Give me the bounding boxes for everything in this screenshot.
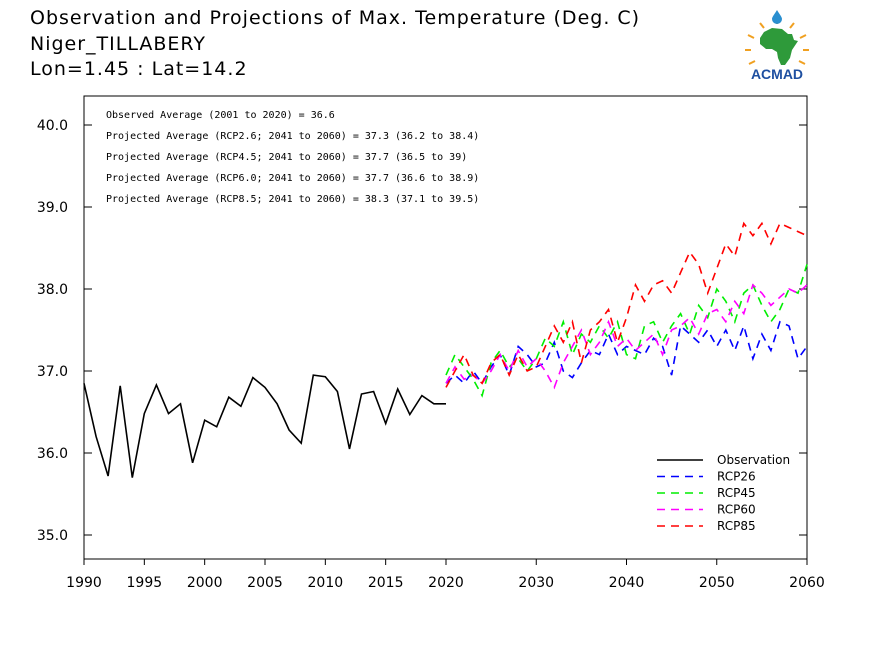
water-drop-icon — [772, 10, 782, 24]
series-line-observation — [83, 374, 446, 478]
annotation-text: Projected Average (RCP2.6; 2041 to 2060)… — [106, 131, 479, 142]
annotation-text: Projected Average (RCP4.5; 2041 to 2060)… — [106, 152, 467, 163]
annotation-text: Projected Average (RCP6.0; 2041 to 2060)… — [106, 173, 479, 184]
x-tick-label: 1995 — [127, 575, 163, 591]
y-tick-label: 36.0 — [37, 446, 68, 462]
x-tick-label: 2020 — [428, 575, 464, 591]
coordinates-label: Lon=1.45 : Lat=14.2 — [30, 58, 248, 80]
x-tick-label: 2015 — [368, 575, 404, 591]
chart-title: Observation and Projections of Max. Temp… — [30, 7, 641, 29]
x-tick-label: 2000 — [187, 575, 223, 591]
series-line-rcp26 — [445, 320, 808, 385]
logo-text: ACMAD — [751, 66, 803, 82]
legend-label: RCP26 — [717, 470, 756, 484]
series-line-rcp85 — [445, 221, 808, 388]
x-tick-label: 2010 — [308, 575, 344, 591]
legend-label: RCP85 — [717, 519, 756, 533]
annotation-text: Observed Average (2001 to 2020) = 36.6 — [106, 110, 335, 121]
y-tick-label: 39.0 — [37, 200, 68, 216]
legend-label: RCP45 — [717, 486, 756, 500]
x-tick-label: 2050 — [699, 575, 735, 591]
chart-header: Observation and Projections of Max. Temp… — [0, 0, 879, 90]
legend-label: RCP60 — [717, 503, 756, 517]
africa-icon — [760, 28, 798, 65]
x-tick-label: 1990 — [66, 575, 102, 591]
acmad-logo: ACMAD — [745, 10, 809, 82]
x-tick-label: 2040 — [609, 575, 645, 591]
y-tick-label: 37.0 — [37, 364, 68, 380]
annotation-text: Projected Average (RCP8.5; 2041 to 2060)… — [106, 194, 479, 205]
location-label: Niger_TILLABERY — [30, 33, 206, 55]
y-tick-label: 40.0 — [37, 118, 68, 134]
legend-label: Observation — [717, 453, 790, 467]
y-tick-label: 38.0 — [37, 282, 68, 298]
series-line-rcp45 — [445, 264, 808, 398]
series-line-rcp60 — [445, 283, 808, 390]
x-tick-label: 2060 — [789, 575, 825, 591]
plot-frame — [83, 95, 808, 560]
x-tick-label: 2030 — [518, 575, 554, 591]
y-tick-label: 35.0 — [37, 528, 68, 544]
x-tick-label: 2005 — [247, 575, 283, 591]
